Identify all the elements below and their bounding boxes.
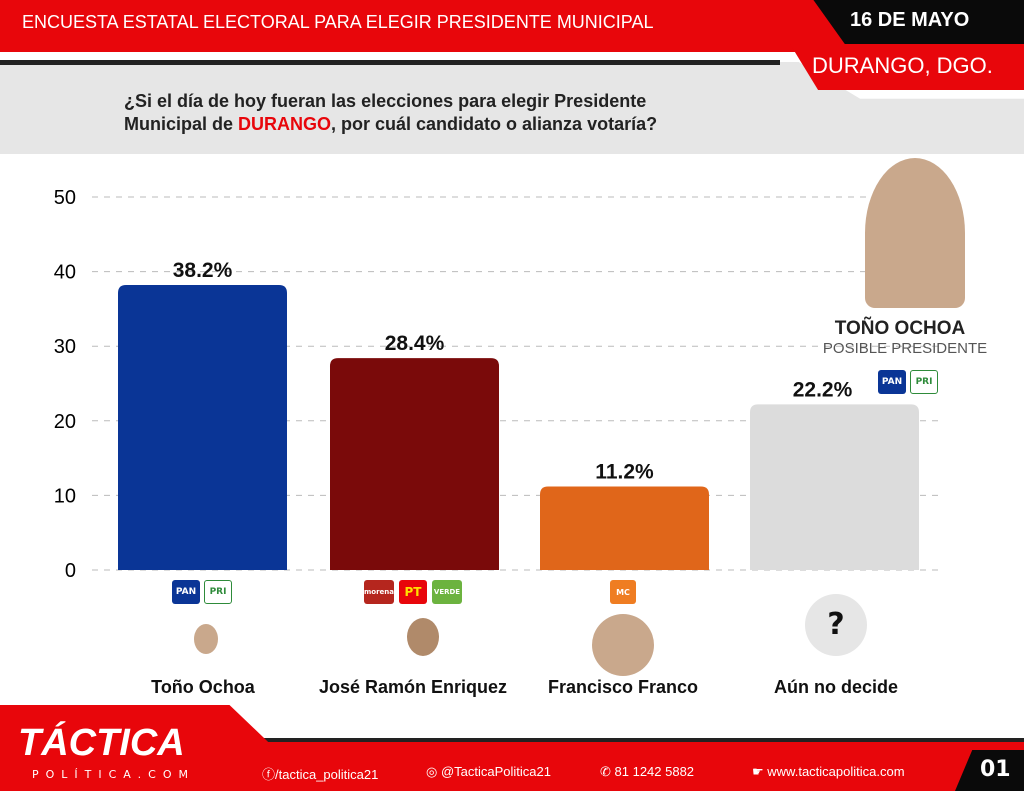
question: ¿Si el día de hoy fueran las elecciones … <box>124 90 657 136</box>
divider-line <box>0 60 780 65</box>
header-title: ENCUESTA ESTATAL ELECTORAL PARA ELEGIR P… <box>22 12 654 32</box>
data-label: 28.4% <box>385 332 445 355</box>
bar-chart: 0 10 20 30 40 50 38.2% 28.4% 11.2% 22.2% <box>54 187 940 582</box>
brand-logo: TÁCTICA <box>18 722 185 764</box>
candidate-name: Toño Ochoa <box>151 677 255 697</box>
data-label: 22.2% <box>793 378 853 401</box>
candidate-photo-ochoa <box>186 618 226 674</box>
brand-subtitle: POLÍTICA.COM <box>32 768 195 781</box>
location: DURANGO, DGO. <box>812 53 993 78</box>
footer-brand-block <box>0 705 270 791</box>
facebook-link[interactable]: ⓕ/tactica_politica21 <box>262 767 379 782</box>
question-line2-end: , por cuál candidato o alianza votaría? <box>331 114 658 134</box>
bar <box>540 486 709 570</box>
featured-subtitle: POSIBLE PRESIDENTE <box>822 340 988 357</box>
y-tick-label: 30 <box>54 336 76 358</box>
location-box <box>790 44 1024 90</box>
pan-logo-extra: PAN <box>878 370 906 394</box>
y-tick-label: 40 <box>54 262 76 284</box>
featured-candidate-photo <box>865 158 965 308</box>
bar <box>330 358 499 570</box>
instagram-icon: ◎ <box>426 764 441 779</box>
candidate-name: Aún no decide <box>773 677 898 697</box>
website-link[interactable]: ☛ www.tacticapolitica.com <box>752 764 905 779</box>
question-mark-icon: ? <box>805 594 867 656</box>
candidate-photo-franco <box>592 614 654 676</box>
pri-logo-extra: PRI <box>910 370 938 394</box>
y-tick-label: 20 <box>54 411 76 433</box>
whatsapp-icon: ✆ <box>600 764 615 779</box>
footer-divider <box>250 738 1024 742</box>
bar <box>118 285 287 570</box>
question-highlight: DURANGO <box>238 114 332 134</box>
hand-pointer-icon: ☛ <box>752 764 768 779</box>
bar <box>750 404 919 570</box>
candidate-photo-enriquez <box>395 614 451 674</box>
question-line2: Municipal de <box>124 114 239 134</box>
morena-logo: morena <box>364 580 394 604</box>
y-tick-label: 10 <box>54 485 76 507</box>
y-tick-label: 50 <box>54 187 76 209</box>
verde-logo: VERDE <box>432 580 462 604</box>
phone-link[interactable]: ✆ 81 1242 5882 <box>600 764 695 779</box>
page-number: 01 <box>980 757 1011 782</box>
question-line1: ¿Si el día de hoy fueran las elecciones … <box>124 91 647 111</box>
pri-logo: PRI <box>204 580 232 604</box>
candidate-name: José Ramón Enriquez <box>318 677 508 697</box>
mc-logo: MC <box>610 580 636 604</box>
facebook-icon: ⓕ <box>262 767 276 782</box>
pan-logo: PAN <box>172 580 200 604</box>
data-label: 11.2% <box>595 460 654 483</box>
candidate-name: Francisco Franco <box>547 677 699 697</box>
featured-name: TOÑO OCHOA <box>834 318 966 339</box>
date: 16 DE MAYO <box>850 9 970 31</box>
date-box <box>813 0 1024 44</box>
y-tick-label: 0 <box>65 560 76 582</box>
instagram-link[interactable]: ◎ @TacticaPolitica21 <box>426 764 551 779</box>
data-label: 38.2% <box>173 259 233 282</box>
pt-logo: PT <box>399 580 427 604</box>
